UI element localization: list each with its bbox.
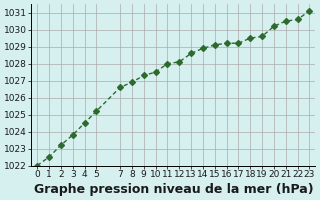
X-axis label: Graphe pression niveau de la mer (hPa): Graphe pression niveau de la mer (hPa) xyxy=(34,183,313,196)
